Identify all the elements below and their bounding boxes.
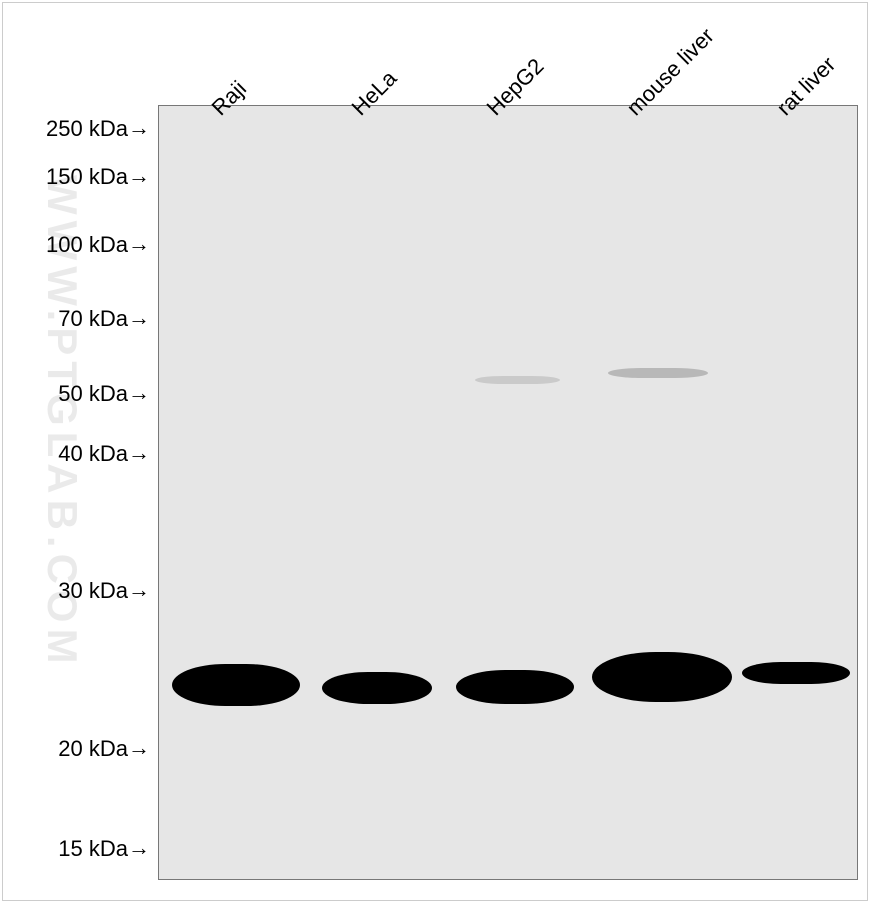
blot-band	[456, 670, 574, 704]
marker-label: 15 kDa	[8, 836, 128, 862]
blot-band	[322, 672, 432, 704]
blot-band	[742, 662, 850, 684]
marker-arrow-icon: →	[128, 305, 150, 331]
marker-label: 70 kDa	[8, 306, 128, 332]
marker-label: 30 kDa	[8, 578, 128, 604]
marker-label: 40 kDa	[8, 441, 128, 467]
marker-arrow-icon: →	[128, 163, 150, 189]
marker-arrow-icon: →	[128, 231, 150, 257]
blot-faint-band	[608, 368, 708, 378]
marker-label: 150 kDa	[8, 164, 128, 190]
marker-label: 50 kDa	[8, 381, 128, 407]
marker-arrow-icon: →	[128, 115, 150, 141]
marker-label: 100 kDa	[8, 232, 128, 258]
marker-arrow-icon: →	[128, 440, 150, 466]
marker-arrow-icon: →	[128, 577, 150, 603]
marker-label: 250 kDa	[8, 116, 128, 142]
marker-label: 20 kDa	[8, 736, 128, 762]
blot-faint-band	[475, 376, 560, 384]
blot-band	[592, 652, 732, 702]
marker-arrow-icon: →	[128, 380, 150, 406]
blot-band	[172, 664, 300, 706]
marker-arrow-icon: →	[128, 735, 150, 761]
marker-arrow-icon: →	[128, 835, 150, 861]
blot-area	[158, 105, 858, 880]
